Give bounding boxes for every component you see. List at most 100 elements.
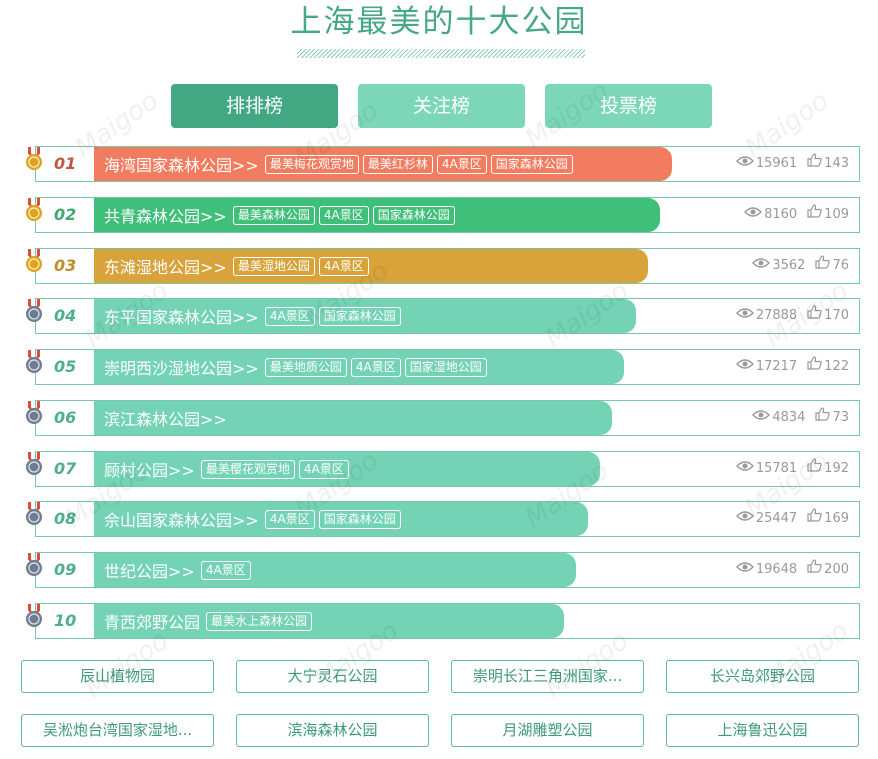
more-park-button[interactable]: 滨海森林公园 xyxy=(236,714,429,747)
park-tag[interactable]: 最美湿地公园 xyxy=(232,256,315,276)
more-park-button[interactable]: 崇明长江三角洲国家... xyxy=(451,660,644,693)
rank-number: 03 xyxy=(54,256,77,275)
park-name-link[interactable]: 顾村公园>> xyxy=(104,461,195,480)
park-tag[interactable]: 最美红杉林 xyxy=(362,154,433,174)
silver-medal-icon xyxy=(23,502,45,528)
park-tag[interactable]: 国家森林公园 xyxy=(490,154,573,174)
more-park-button[interactable]: 辰山植物园 xyxy=(21,660,214,693)
eye-icon xyxy=(744,198,764,232)
views-count: 19648 xyxy=(755,562,798,577)
thumbs-up-icon[interactable] xyxy=(807,452,824,486)
ranking-row[interactable]: 01 海湾国家森林公园>> 最美梅花观赏地 最美红杉林 4A景区 国家森林公园 15961 1… xyxy=(26,146,860,182)
park-tag[interactable]: 国家森林公园 xyxy=(318,509,401,529)
likes-stat[interactable]: 169 xyxy=(807,502,849,536)
likes-count: 143 xyxy=(824,156,849,171)
more-park-button[interactable]: 月湖雕塑公园 xyxy=(451,714,644,747)
park-tag[interactable]: 4A景区 xyxy=(436,154,487,174)
views-stat: 4834 xyxy=(752,401,805,435)
ranking-row[interactable]: 09 世纪公园>> 4A景区 19648 200 xyxy=(26,552,860,588)
likes-stat[interactable]: 200 xyxy=(807,553,849,587)
thumbs-up-icon[interactable] xyxy=(807,299,824,333)
thumbs-up-icon[interactable] xyxy=(807,350,824,384)
rank-bar[interactable]: 共青森林公园>> 最美森林公园 4A景区 国家森林公园 xyxy=(94,198,660,232)
likes-stat[interactable]: 143 xyxy=(807,147,849,181)
park-tag[interactable]: 4A景区 xyxy=(350,357,401,377)
silver-medal-icon xyxy=(23,401,45,427)
gold-medal-icon xyxy=(23,198,45,224)
park-tag[interactable]: 最美地质公园 xyxy=(264,357,347,377)
rank-number: 02 xyxy=(54,205,77,224)
park-tag[interactable]: 最美梅花观赏地 xyxy=(264,154,359,174)
thumbs-up-icon[interactable] xyxy=(807,198,824,232)
park-name-link[interactable]: 东滩湿地公园>> xyxy=(104,258,227,277)
ranking-row[interactable]: 08 佘山国家森林公园>> 4A景区 国家森林公园 25447 169 xyxy=(26,501,860,537)
row-stats: 4834 73 xyxy=(742,401,849,435)
views-count: 17217 xyxy=(755,359,798,374)
park-name-link[interactable]: 共青森林公园>> xyxy=(104,207,227,226)
rank-bar[interactable]: 东滩湿地公园>> 最美湿地公园 4A景区 xyxy=(94,249,648,283)
likes-count: 170 xyxy=(824,308,849,323)
thumbs-up-icon[interactable] xyxy=(807,147,824,181)
likes-stat[interactable]: 76 xyxy=(815,249,849,283)
ranking-row[interactable]: 05 崇明西沙湿地公园>> 最美地质公园 4A景区 国家湿地公园 17217 122 xyxy=(26,349,860,385)
rank-bar[interactable]: 海湾国家森林公园>> 最美梅花观赏地 最美红杉林 4A景区 国家森林公园 xyxy=(94,147,672,181)
ranking-row[interactable]: 03 东滩湿地公园>> 最美湿地公园 4A景区 3562 76 xyxy=(26,248,860,284)
park-tag[interactable]: 4A景区 xyxy=(318,256,369,276)
likes-stat[interactable]: 192 xyxy=(807,452,849,486)
park-name-link[interactable]: 崇明西沙湿地公园>> xyxy=(104,359,259,378)
park-tag[interactable]: 国家森林公园 xyxy=(372,205,455,225)
rank-bar[interactable]: 顾村公园>> 最美樱花观赏地 4A景区 xyxy=(94,452,600,486)
rank-bar[interactable]: 世纪公园>> 4A景区 xyxy=(94,553,576,587)
rank-number: 04 xyxy=(54,306,77,325)
views-stat: 19648 xyxy=(735,553,798,587)
thumbs-up-icon[interactable] xyxy=(807,502,824,536)
park-tag[interactable]: 最美樱花观赏地 xyxy=(200,459,295,479)
park-tag[interactable]: 4A景区 xyxy=(264,509,315,529)
park-tag[interactable]: 最美森林公园 xyxy=(232,205,315,225)
likes-stat[interactable]: 122 xyxy=(807,350,849,384)
park-name-link[interactable]: 佘山国家森林公园>> xyxy=(104,511,259,530)
title-underline xyxy=(297,49,585,58)
more-park-button[interactable]: 大宁灵石公园 xyxy=(236,660,429,693)
tab-vote[interactable]: 投票榜 xyxy=(545,84,712,128)
eye-icon xyxy=(735,553,756,587)
likes-stat[interactable]: 170 xyxy=(807,299,849,333)
park-tag[interactable]: 最美水上森林公园 xyxy=(206,611,313,631)
park-name-link[interactable]: 海湾国家森林公园>> xyxy=(104,156,259,175)
ranking-row[interactable]: 10 青西郊野公园 最美水上森林公园 xyxy=(26,603,860,639)
rank-bar[interactable]: 青西郊野公园 最美水上森林公园 xyxy=(94,604,564,638)
rank-bar[interactable]: 崇明西沙湿地公园>> 最美地质公园 4A景区 国家湿地公园 xyxy=(94,350,624,384)
more-park-button[interactable]: 上海鲁迅公园 xyxy=(666,714,859,747)
rank-number: 05 xyxy=(54,357,77,376)
park-tag[interactable]: 国家森林公园 xyxy=(318,306,401,326)
eye-icon xyxy=(735,502,756,536)
views-stat: 3562 xyxy=(752,249,805,283)
likes-stat[interactable]: 109 xyxy=(807,198,849,232)
more-park-button[interactable]: 吴淞炮台湾国家湿地... xyxy=(21,714,214,747)
thumbs-up-icon[interactable] xyxy=(815,401,832,435)
tab-ranking[interactable]: 排排榜 xyxy=(171,84,338,128)
ranking-row[interactable]: 04 东平国家森林公园>> 4A景区 国家森林公园 27888 170 xyxy=(26,298,860,334)
park-tag[interactable]: 4A景区 xyxy=(318,205,369,225)
rank-bar[interactable]: 东平国家森林公园>> 4A景区 国家森林公园 xyxy=(94,299,636,333)
thumbs-up-icon[interactable] xyxy=(807,553,824,587)
park-name-link[interactable]: 世纪公园>> xyxy=(104,562,195,581)
thumbs-up-icon[interactable] xyxy=(815,249,832,283)
ranking-row[interactable]: 06 滨江森林公园>> 4834 73 xyxy=(26,400,860,436)
park-tag[interactable]: 4A景区 xyxy=(200,560,251,580)
ranking-row[interactable]: 02 共青森林公园>> 最美森林公园 4A景区 国家森林公园 8160 109 xyxy=(26,197,860,233)
park-name-link[interactable]: 青西郊野公园 xyxy=(104,613,201,632)
tab-attention[interactable]: 关注榜 xyxy=(358,84,525,128)
rank-bar[interactable]: 佘山国家森林公园>> 4A景区 国家森林公园 xyxy=(94,502,588,536)
park-tag[interactable]: 4A景区 xyxy=(264,306,315,326)
row-stats: 8160 109 xyxy=(734,198,849,232)
ranking-row[interactable]: 07 顾村公园>> 最美樱花观赏地 4A景区 15781 192 xyxy=(26,451,860,487)
likes-stat[interactable]: 73 xyxy=(815,401,849,435)
more-park-button[interactable]: 长兴岛郊野公园 xyxy=(666,660,859,693)
park-tag[interactable]: 4A景区 xyxy=(298,459,349,479)
rank-bar[interactable]: 滨江森林公园>> xyxy=(94,401,612,435)
park-tag[interactable]: 国家湿地公园 xyxy=(404,357,487,377)
park-name-link[interactable]: 滨江森林公园>> xyxy=(104,410,227,429)
park-name-link[interactable]: 东平国家森林公园>> xyxy=(104,308,259,327)
views-stat: 25447 xyxy=(735,502,797,536)
